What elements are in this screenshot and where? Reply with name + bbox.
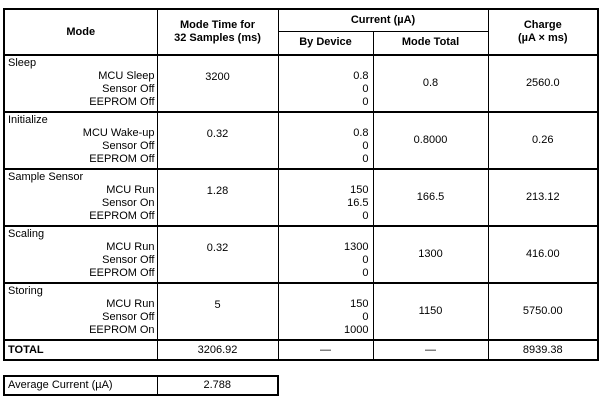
mode-time-value: 3200 [156, 54, 279, 113]
by-device-value: 0 [362, 153, 369, 165]
mode-cell: Initialize MCU Wake-up Sensor Off EEPROM… [3, 111, 158, 170]
by-device-value: 0 [362, 96, 369, 108]
table-row-scaling: Scaling MCU Run Sensor Off EEPROM Off 0.… [3, 225, 599, 284]
by-device-value: 0 [362, 140, 369, 152]
by-device-value: 0 [362, 83, 369, 95]
device-state-line: MCU Run [106, 298, 155, 310]
device-state-line: EEPROM Off [89, 153, 155, 165]
by-device-value: 1000 [344, 324, 369, 336]
device-state-line: Sensor Off [102, 83, 155, 95]
charge-value: 5750.00 [487, 282, 599, 341]
by-device-value: 0 [362, 267, 369, 279]
by-device-value: 16.5 [347, 197, 369, 209]
device-state-line: Sensor Off [102, 254, 155, 266]
mode-group-label: Initialize [8, 114, 48, 126]
col-header-current-group: Current (µA) [277, 8, 489, 32]
mode-cell: Sample Sensor MCU Run Sensor On EEPROM O… [3, 168, 158, 227]
mode-cell: Sleep MCU Sleep Sensor Off EEPROM Off [3, 54, 158, 113]
mode-cell: Scaling MCU Run Sensor Off EEPROM Off [3, 225, 158, 284]
by-device-value: 0 [362, 254, 369, 266]
device-state-line: Sensor On [101, 197, 155, 209]
mode-total-value: 1150 [372, 282, 489, 341]
col-header-mode: Mode [3, 8, 158, 56]
by-device-cell: 150 0 1000 [277, 282, 374, 341]
average-current-label: Average Current (µA) [3, 375, 158, 396]
by-device-cell: 1300 0 0 [277, 225, 374, 284]
mode-time-value: 5 [156, 282, 279, 341]
total-label: TOTAL [3, 339, 158, 361]
by-device-value: 0.8 [353, 127, 369, 139]
device-state-line: MCU Run [106, 241, 155, 253]
mode-time-value: 1.28 [156, 168, 279, 227]
mode-group-label: Sample Sensor [8, 171, 84, 183]
charge-value: 2560.0 [487, 54, 599, 113]
by-device-value: 1300 [344, 241, 369, 253]
average-current-table: Average Current (µA) 2.788 [3, 375, 279, 396]
charge-value: 416.00 [487, 225, 599, 284]
col-header-charge-line2: (µA × ms) [517, 32, 568, 44]
by-device-value: 0 [362, 311, 369, 323]
mode-group-label: Storing [8, 285, 43, 297]
total-by-device-dash: — [277, 339, 374, 361]
device-state-line: EEPROM Off [89, 96, 155, 108]
table-row-sample-sensor: Sample Sensor MCU Run Sensor On EEPROM O… [3, 168, 599, 227]
average-current-row: Average Current (µA) 2.788 [3, 375, 279, 396]
device-state-line: Sensor Off [102, 311, 155, 323]
col-header-mode-total: Mode Total [372, 30, 489, 56]
power-budget-table: Mode Mode Time for 32 Samples (ms) Curren… [3, 8, 600, 361]
col-header-by-device: By Device [277, 30, 374, 56]
col-header-mode-time-line1: Mode Time for [180, 19, 255, 31]
charge-value: 0.26 [487, 111, 599, 170]
device-state-line: EEPROM Off [89, 210, 155, 222]
mode-time-value: 0.32 [156, 111, 279, 170]
device-state-line: EEPROM On [89, 324, 155, 336]
mode-total-value: 166.5 [372, 168, 489, 227]
mode-group-label: Scaling [8, 228, 45, 240]
device-state-line: Sensor Off [102, 140, 155, 152]
mode-time-value: 0.32 [156, 225, 279, 284]
table-row-total: TOTAL 3206.92 — — 8939.38 [3, 339, 599, 361]
table-row-storing: Storing MCU Run Sensor Off EEPROM On 5 1… [3, 282, 599, 341]
table-row-initialize: Initialize MCU Wake-up Sensor Off EEPROM… [3, 111, 599, 170]
total-charge-value: 8939.38 [487, 339, 599, 361]
by-device-cell: 150 16.5 0 [277, 168, 374, 227]
charge-value: 213.12 [487, 168, 599, 227]
by-device-value: 0 [362, 210, 369, 222]
device-state-line: EEPROM Off [89, 267, 155, 279]
mode-total-value: 1300 [372, 225, 489, 284]
col-header-mode-time: Mode Time for 32 Samples (ms) [156, 8, 279, 56]
mode-cell: Storing MCU Run Sensor Off EEPROM On [3, 282, 158, 341]
mode-total-value: 0.8 [372, 54, 489, 113]
col-header-charge: Charge (µA × ms) [487, 8, 599, 56]
total-mode-total-dash: — [372, 339, 489, 361]
by-device-cell: 0.8 0 0 [277, 111, 374, 170]
by-device-value: 0.8 [353, 70, 369, 82]
col-header-mode-time-line2: 32 Samples (ms) [174, 32, 261, 44]
col-header-charge-line1: Charge [523, 19, 562, 31]
total-time-value: 3206.92 [156, 339, 279, 361]
by-device-value: 150 [350, 298, 369, 310]
device-state-line: MCU Run [106, 184, 155, 196]
device-state-line: MCU Sleep [98, 70, 155, 82]
device-state-line: MCU Wake-up [82, 127, 155, 139]
table-row-sleep: Sleep MCU Sleep Sensor Off EEPROM Off 32… [3, 54, 599, 113]
mode-total-value: 0.8000 [372, 111, 489, 170]
mode-group-label: Sleep [8, 57, 37, 69]
by-device-value: 150 [350, 184, 369, 196]
average-current-value: 2.788 [156, 375, 279, 396]
by-device-cell: 0.8 0 0 [277, 54, 374, 113]
